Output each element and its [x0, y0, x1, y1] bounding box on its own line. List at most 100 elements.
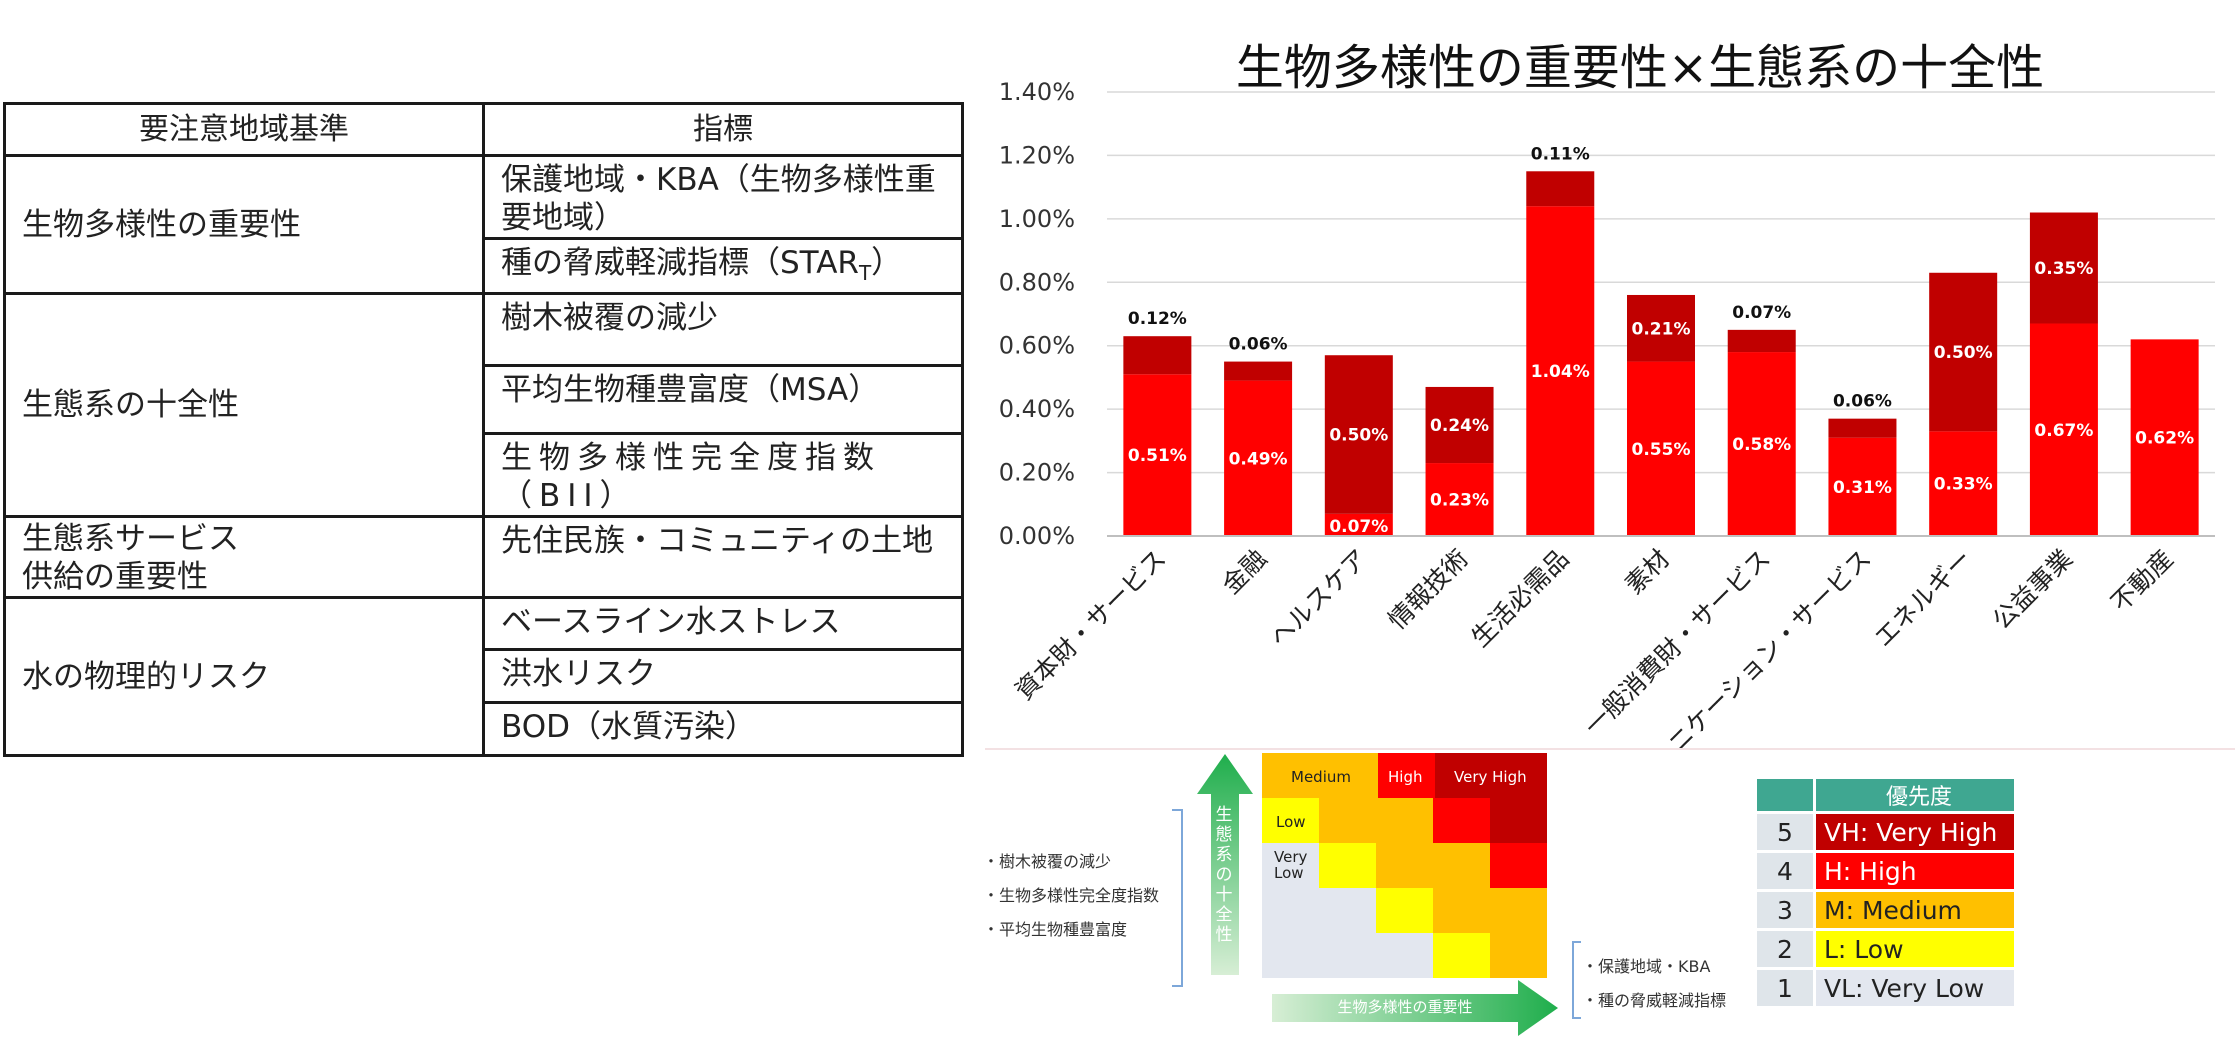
data-label: 0.51% [1128, 446, 1187, 466]
bar-segment-top [1929, 272, 1998, 432]
data-label: 0.21% [1632, 319, 1691, 339]
y-tick-label: 0.40% [999, 395, 1075, 423]
priority-num: 3 [1757, 892, 1813, 928]
data-label: 0.07% [1732, 303, 1791, 323]
bar-segment-bottom [1526, 206, 1595, 536]
bar-segment-bottom [1224, 380, 1293, 536]
matrix-cell [1378, 753, 1435, 798]
bar-segment-bottom [1828, 437, 1897, 536]
priority-header-blank [1757, 779, 1813, 811]
y-item: ・生物多様性完全度指数 [983, 886, 1160, 905]
priority-num: 2 [1757, 931, 1813, 967]
priority-level: H: High [1816, 853, 2014, 889]
data-label: 1.04% [1531, 362, 1590, 382]
y-axis-label: 生態系の十全性 [1215, 805, 1233, 945]
matrix-label-very-high: Very High [1454, 768, 1527, 786]
bar-segment-top [2029, 212, 2098, 324]
data-label: 0.06% [1833, 392, 1892, 412]
data-label: 0.11% [1531, 144, 1590, 164]
data-label: 0.49% [1229, 449, 1288, 469]
priority-num: 1 [1757, 970, 1813, 1006]
y-tick-label: 0.20% [999, 459, 1075, 487]
header-indicator: 指標 [482, 102, 964, 157]
matrix-label-very-low: Very Low [1274, 849, 1307, 881]
data-label: 0.12% [1128, 309, 1187, 329]
indicator-protected-areas: 保護地域・KBA（生物多様性重要地域） [482, 154, 964, 240]
bar-segment-bottom [1627, 361, 1695, 536]
bar-segment-bottom [1324, 513, 1393, 536]
x-axis-arrow [1272, 980, 1558, 1036]
indicator-msa: 平均生物種豊富度（MSA） [482, 364, 964, 436]
matrix-label-medium: Medium [1291, 768, 1351, 786]
x-tick-label: 生活必需品 [1466, 544, 1575, 653]
indicator-tree-cover-loss: 樹木被覆の減少 [482, 292, 964, 368]
chart-title: 生物多様性の重要性×生態系の十全性 [1235, 40, 2045, 96]
indicator-bod: BOD（水質汚染） [482, 701, 964, 758]
x-items-bracket [1572, 941, 1581, 1019]
data-label: 0.50% [1329, 426, 1388, 446]
x-tick-label: 一般消費財・サービス [1579, 544, 1776, 741]
bar-segment-top [1324, 355, 1393, 514]
x-tick-label: 資本財・サービス [1010, 544, 1172, 706]
y-tick-label: 1.00% [999, 205, 1075, 233]
bar-segment-bottom [1727, 352, 1796, 536]
data-label: 0.23% [1430, 491, 1489, 511]
y-tick-label: 1.40% [999, 78, 1075, 106]
data-label: 0.58% [1732, 435, 1791, 455]
bar-segment-bottom [1929, 431, 1998, 536]
criterion-ecosystem-services-line1: 生態系サービス [22, 521, 239, 558]
priority-level: M: Medium [1816, 892, 2014, 928]
bar-segment-top [1727, 329, 1796, 353]
y-tick-label: 0.00% [999, 522, 1075, 550]
criteria-table: 要注意地域基準 指標 生物多様性の重要性 保護地域・KBA（生物多様性重要地域）… [3, 102, 964, 758]
stacked-bar-chart: 0.00% 0.20% 0.40% 0.60% 0.80% 1.00% 1.20% 1.40%… [999, 78, 2215, 750]
indicator-bii: 生物多様性完全度指数（BII） [482, 432, 964, 519]
matrix-cell [1376, 843, 1490, 888]
priority-num: 4 [1757, 853, 1813, 889]
bar-segment-bottom [1123, 374, 1192, 536]
matrix-cell [1319, 798, 1433, 843]
x-tick-label: 公益事業 [1987, 544, 2078, 635]
bar-segment-bottom [2130, 339, 2199, 536]
section-divider [985, 748, 2235, 750]
y-tick-label: 1.20% [999, 141, 1075, 169]
criterion-biodiversity-importance: 生物多様性の重要性 [3, 153, 485, 296]
priority-header: 優先度 [1816, 779, 2014, 811]
bar-segment-top [1828, 418, 1897, 438]
matrix-label-low: Low [1276, 813, 1306, 831]
priority-level: VH: Very High [1816, 814, 2014, 850]
data-label: 0.50% [1934, 343, 1993, 363]
data-label: 0.62% [2135, 429, 2194, 449]
bar-segment-top [1123, 336, 1192, 375]
x-item: ・種の脅威軽減指標 [1582, 991, 1727, 1010]
matrix-cell [1262, 888, 1376, 933]
indicator-indigenous-lands: 先住民族・コミュニティの土地 [482, 515, 964, 600]
data-label: 0.55% [1632, 440, 1691, 460]
criterion-ecosystem-services: 生態系サービス 供給の重要性 [3, 515, 485, 600]
x-items-list: ・保護地域・KBA ・種の脅威軽減指標 [1582, 950, 1726, 1018]
y-items-list: ・樹木被覆の減少 ・生物多様性完全度指数 ・平均生物種豊富度 [983, 845, 1159, 947]
x-tick-label: 情報技術 [1383, 544, 1474, 635]
y-item: ・平均生物種豊富度 [983, 920, 1128, 939]
data-label: 0.07% [1329, 517, 1388, 537]
indicator-star: 種の脅威軽減指標（START） [482, 236, 964, 296]
bar-segment-top [1224, 361, 1293, 381]
x-tick-label: エネルギー [1869, 544, 1978, 653]
x-tick-label: 不動産 [2105, 544, 2179, 618]
matrix-cell [1262, 798, 1319, 843]
criterion-ecosystem-integrity: 生態系の十全性 [3, 292, 485, 519]
criterion-ecosystem-services-line2: 供給の重要性 [22, 559, 208, 596]
indicator-water-stress: ベースライン水ストレス [482, 596, 964, 652]
y-tick-label: 0.80% [999, 268, 1075, 296]
matrix-cell [1490, 798, 1547, 843]
matrix-cell [1433, 798, 1490, 843]
data-label: 0.31% [1833, 478, 1892, 498]
bar-segment-top [1526, 171, 1595, 207]
data-label: 0.67% [2034, 421, 2093, 441]
x-item: ・保護地域・KBA [1582, 957, 1711, 976]
bar-segment-top [1425, 386, 1494, 464]
x-tick-label: 素材 [1619, 544, 1675, 600]
criterion-water-risk: 水の物理的リスク [3, 596, 485, 758]
matrix-cell [1376, 888, 1433, 933]
matrix-label-very-low-line2: Low [1274, 864, 1304, 882]
